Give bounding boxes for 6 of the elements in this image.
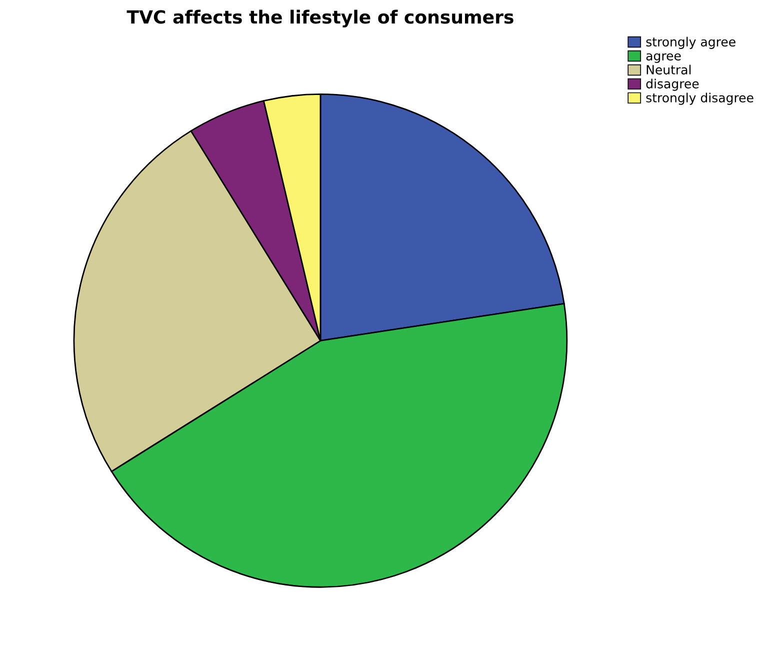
legend-label: Neutral (646, 64, 691, 74)
legend-label: disagree (646, 78, 699, 91)
chart-title: TVC affects the lifestyle of consumers (126, 10, 514, 28)
legend-label: agree (646, 53, 681, 63)
legend-label: strongly agree (646, 36, 736, 49)
legend-label: strongly disagree (646, 92, 754, 105)
